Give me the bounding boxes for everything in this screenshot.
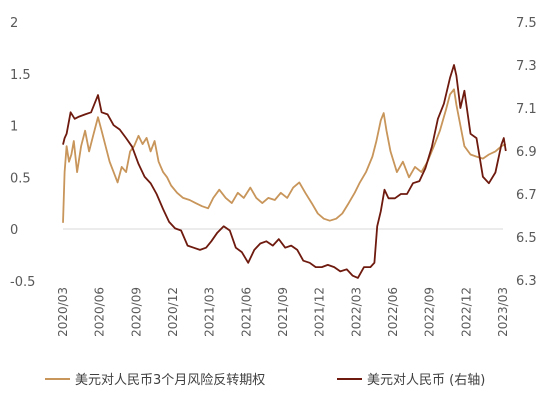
y-axis-right-ticks: 7.5 7.3 7.1 6.9 6.7 6.5 6.3 [516,16,537,289]
legend-label-usdcny: 美元对人民币 (右轴) [367,373,485,388]
x-tick-label: 2021/03 [203,287,217,337]
y-left-tick-label: 2 [10,16,18,31]
y-right-tick-label: 6.9 [516,145,537,160]
y-left-tick-label: 1.5 [10,68,31,83]
y-right-tick-label: 6.3 [516,274,537,289]
y-left-tick-label: 0 [10,223,18,238]
y-right-tick-label: 6.7 [516,188,537,203]
series-line-risk-reversal [62,88,507,223]
x-tick-label: 2023/03 [496,287,510,337]
x-tick-label: 2020/03 [56,287,70,337]
y-right-tick-label: 7.1 [516,102,537,117]
series-line-usdcny [62,64,507,279]
x-tick-label: 2022/03 [349,287,363,337]
x-tick-label: 2020/06 [93,287,107,337]
x-tick-label: 2020/12 [166,287,180,337]
x-tick-label: 2022/09 [423,287,437,337]
y-left-tick-label: -0.5 [10,275,35,290]
y-left-tick-label: 1 [10,120,18,135]
y-axis-left-ticks: 2 1.5 1 0.5 0 -0.5 [10,16,35,290]
series-lines [62,64,507,279]
y-left-tick-label: 0.5 [10,171,31,186]
x-tick-label: 2022/12 [459,287,473,337]
x-tick-label: 2021/09 [276,287,290,337]
y-right-tick-label: 7.3 [516,59,537,74]
legend-label-risk-reversal: 美元对人民币3个月风险反转期权 [75,372,265,388]
x-tick-label: 2022/06 [386,287,400,337]
y-right-tick-label: 7.5 [516,16,537,31]
legend: 美元对人民币3个月风险反转期权 美元对人民币 (右轴) [45,372,485,388]
x-tick-label: 2020/09 [129,287,143,337]
y-right-tick-label: 6.5 [516,231,537,246]
x-tick-label: 2021/12 [313,287,327,337]
x-tick-label: 2021/06 [239,287,253,337]
x-axis-ticks: 2020/03 2020/06 2020/09 2020/12 2021/03 2021/… [56,287,510,337]
